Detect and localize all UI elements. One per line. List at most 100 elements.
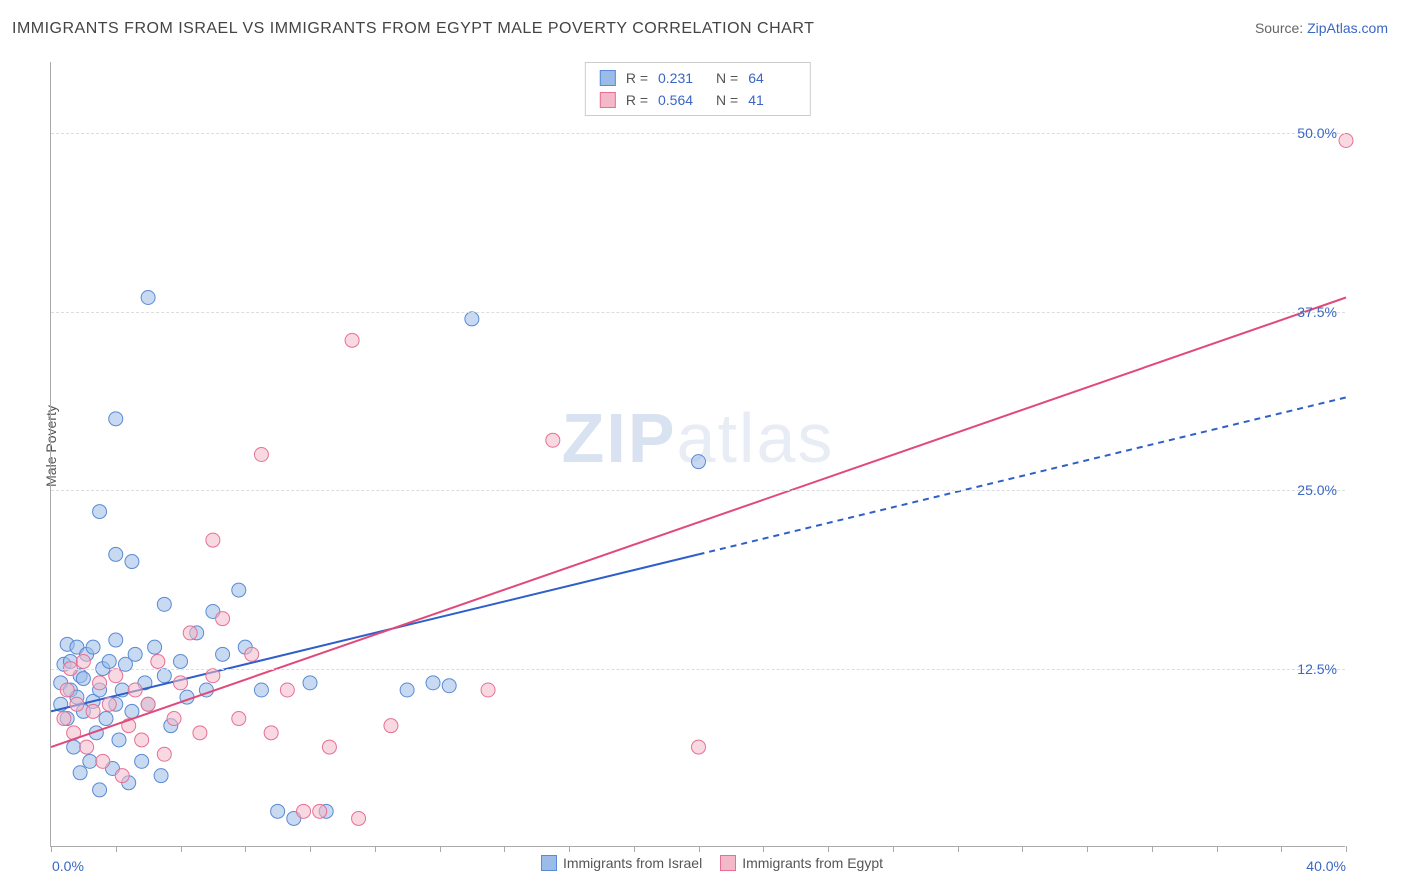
y-tick-label: 50.0% (1297, 125, 1337, 141)
data-point (80, 740, 94, 754)
data-point (352, 811, 366, 825)
data-point (254, 448, 268, 462)
data-point (157, 747, 171, 761)
gridline (51, 490, 1345, 491)
data-point (70, 697, 84, 711)
y-tick-label: 37.5% (1297, 304, 1337, 320)
n-value: 64 (748, 67, 796, 89)
n-label: N = (716, 67, 738, 89)
data-point (115, 769, 129, 783)
data-point (76, 672, 90, 686)
data-point (345, 333, 359, 347)
data-point (232, 583, 246, 597)
data-point (57, 712, 71, 726)
legend-row: R =0.564N =41 (600, 89, 796, 111)
data-point (109, 633, 123, 647)
data-point (232, 712, 246, 726)
r-label: R = (626, 67, 648, 89)
data-point (254, 683, 268, 697)
data-point (99, 712, 113, 726)
data-point (128, 647, 142, 661)
data-point (135, 754, 149, 768)
data-point (692, 740, 706, 754)
data-point (271, 804, 285, 818)
x-minor-ticks (51, 846, 1345, 852)
data-point (167, 712, 181, 726)
data-point (313, 804, 327, 818)
source-attribution: Source: ZipAtlas.com (1255, 20, 1388, 36)
data-point (148, 640, 162, 654)
data-point (112, 733, 126, 747)
data-point (83, 754, 97, 768)
data-point (322, 740, 336, 754)
scatter-svg (51, 62, 1345, 846)
data-point (465, 312, 479, 326)
r-value: 0.231 (658, 67, 706, 89)
trend-line-ext (699, 397, 1347, 554)
y-tick-label: 12.5% (1297, 661, 1337, 677)
n-value: 41 (748, 89, 796, 111)
data-point (73, 766, 87, 780)
trend-line (51, 554, 699, 711)
data-point (86, 704, 100, 718)
legend-swatch (720, 855, 736, 871)
data-point (141, 697, 155, 711)
data-point (546, 433, 560, 447)
data-point (384, 719, 398, 733)
data-point (125, 555, 139, 569)
data-point (442, 679, 456, 693)
data-point (157, 597, 171, 611)
data-point (128, 683, 142, 697)
data-point (481, 683, 495, 697)
data-point (135, 733, 149, 747)
data-point (174, 654, 188, 668)
source-prefix: Source: (1255, 20, 1307, 36)
source-link[interactable]: ZipAtlas.com (1307, 20, 1388, 36)
data-point (206, 533, 220, 547)
data-point (102, 654, 116, 668)
data-point (193, 726, 207, 740)
r-label: R = (626, 89, 648, 111)
data-point (154, 769, 168, 783)
data-point (60, 683, 74, 697)
data-point (93, 505, 107, 519)
data-point (174, 676, 188, 690)
data-point (216, 612, 230, 626)
series-legend: Immigrants from IsraelImmigrants from Eg… (0, 855, 1406, 871)
data-point (93, 676, 107, 690)
data-point (93, 783, 107, 797)
plot-area: ZIPatlas R =0.231N =64R =0.564N =41 12.5… (50, 62, 1345, 847)
trend-line (51, 298, 1346, 748)
data-point (109, 669, 123, 683)
data-point (216, 647, 230, 661)
data-point (280, 683, 294, 697)
n-label: N = (716, 89, 738, 111)
data-point (426, 676, 440, 690)
legend-swatch (541, 855, 557, 871)
data-point (109, 547, 123, 561)
legend-row: R = 0.231 N = 64 (600, 67, 796, 89)
data-point (303, 676, 317, 690)
data-point (1339, 134, 1353, 148)
data-point (141, 291, 155, 305)
data-point (245, 647, 259, 661)
data-point (151, 654, 165, 668)
data-point (102, 697, 116, 711)
data-point (206, 669, 220, 683)
gridline (51, 669, 1345, 670)
legend-swatch (600, 92, 616, 108)
data-point (109, 412, 123, 426)
legend-swatch (600, 70, 616, 86)
y-tick-label: 25.0% (1297, 482, 1337, 498)
data-point (86, 640, 100, 654)
chart-title: IMMIGRANTS FROM ISRAEL VS IMMIGRANTS FRO… (12, 20, 814, 38)
data-point (76, 654, 90, 668)
gridline (51, 133, 1345, 134)
gridline (51, 312, 1345, 313)
data-point (67, 740, 81, 754)
legend-label: Immigrants from Israel (563, 855, 702, 871)
data-point (264, 726, 278, 740)
correlation-legend: R =0.231N =64R =0.564N =41 (585, 62, 811, 116)
chart-container: IMMIGRANTS FROM ISRAEL VS IMMIGRANTS FRO… (0, 0, 1406, 892)
data-point (96, 754, 110, 768)
